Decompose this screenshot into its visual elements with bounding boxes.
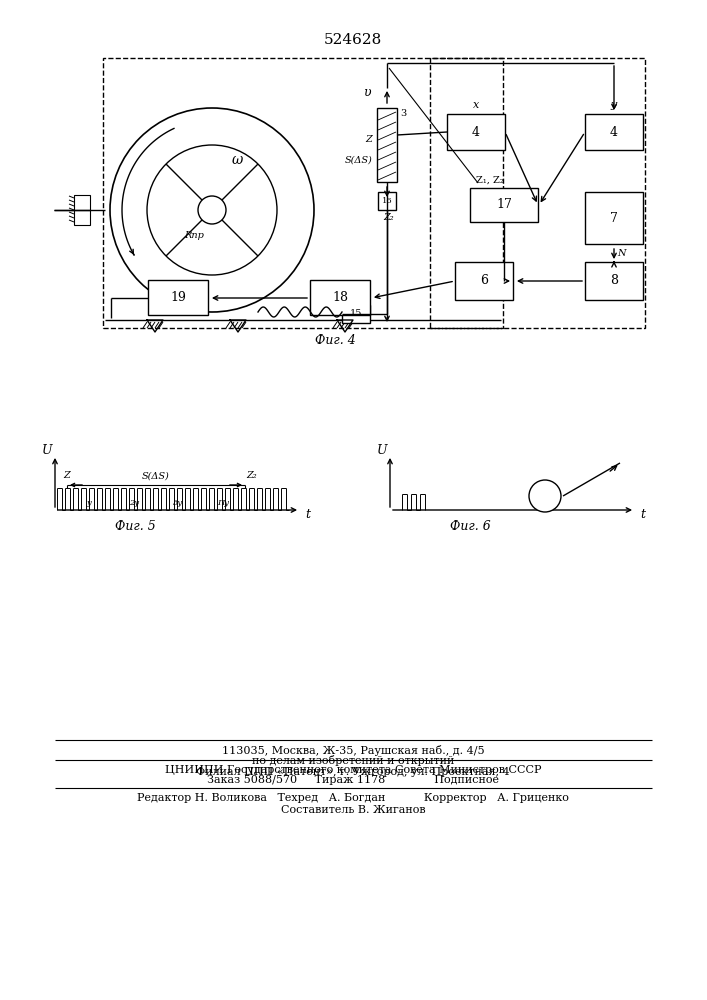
Bar xyxy=(378,192,396,210)
Text: 17: 17 xyxy=(496,198,512,212)
Text: t: t xyxy=(305,508,310,522)
Text: 16: 16 xyxy=(382,197,392,205)
Text: Z₂: Z₂ xyxy=(247,472,257,481)
Text: Rпр: Rпр xyxy=(184,231,204,239)
Circle shape xyxy=(110,108,314,312)
Text: Фиг. 5: Фиг. 5 xyxy=(115,520,156,532)
Text: Фиг. 6: Фиг. 6 xyxy=(450,520,491,532)
Text: υ: υ xyxy=(363,86,370,99)
Text: 6: 6 xyxy=(480,274,488,288)
Text: 4: 4 xyxy=(472,125,480,138)
Text: U: U xyxy=(42,444,52,458)
Text: Z: Z xyxy=(64,472,71,481)
Bar xyxy=(585,114,643,150)
Text: ЦНИИПИ Государственного комитета Совета Министров СССР: ЦНИИПИ Государственного комитета Совета … xyxy=(165,765,542,775)
Bar xyxy=(447,114,505,150)
Text: 8: 8 xyxy=(610,274,618,288)
Bar xyxy=(585,262,643,300)
Circle shape xyxy=(529,480,561,512)
Text: Редактор Н. Воликова   Техред   А. Богдан           Корректор   А. Гриценко: Редактор Н. Воликова Техред А. Богдан Ко… xyxy=(137,793,569,803)
Text: Z: Z xyxy=(366,135,373,144)
Text: N: N xyxy=(617,249,625,258)
Bar xyxy=(74,195,90,225)
Text: ω: ω xyxy=(231,153,243,167)
Text: Фиг. 4: Фиг. 4 xyxy=(315,334,356,347)
Text: x: x xyxy=(473,100,479,110)
Bar xyxy=(103,58,503,328)
Text: 7: 7 xyxy=(610,212,618,225)
Bar xyxy=(310,280,370,315)
Text: Составитель В. Жиганов: Составитель В. Жиганов xyxy=(281,805,426,815)
Text: по делам изобретений и открытий: по делам изобретений и открытий xyxy=(252,754,454,766)
Bar xyxy=(455,262,513,300)
Text: S(ΔS): S(ΔS) xyxy=(142,472,170,481)
Text: Z₁, Z₂: Z₁, Z₂ xyxy=(477,176,504,184)
Text: Филиал ППП «Патент», г. Ужгород, ул. Проектная, 4: Филиал ППП «Патент», г. Ужгород, ул. Про… xyxy=(196,767,510,777)
Text: t: t xyxy=(641,508,645,522)
Text: 2у: 2у xyxy=(129,499,139,507)
Bar xyxy=(430,58,645,328)
Text: 113035, Москва, Ж-35, Раушская наб., д. 4/5: 113035, Москва, Ж-35, Раушская наб., д. … xyxy=(222,744,484,756)
Text: 3у: 3у xyxy=(173,499,183,507)
Text: U: U xyxy=(377,444,387,458)
Text: y: y xyxy=(611,100,617,110)
Text: 524628: 524628 xyxy=(324,33,382,47)
Text: у: у xyxy=(87,499,92,507)
Bar xyxy=(148,280,208,315)
Text: 15: 15 xyxy=(350,310,362,318)
Text: 18: 18 xyxy=(332,291,348,304)
Bar xyxy=(585,192,643,244)
Text: 3: 3 xyxy=(400,109,406,118)
Text: 4: 4 xyxy=(610,125,618,138)
Text: Z₂: Z₂ xyxy=(384,214,395,223)
Bar xyxy=(470,188,538,222)
Text: S(ΔS): S(ΔS) xyxy=(345,155,373,164)
Bar xyxy=(342,305,370,323)
Text: Заказ 5088/570     Тираж 1178              Подписное: Заказ 5088/570 Тираж 1178 Подписное xyxy=(207,775,499,785)
Bar xyxy=(377,108,397,182)
Text: 19: 19 xyxy=(170,291,186,304)
Text: Пу: Пу xyxy=(216,499,229,507)
